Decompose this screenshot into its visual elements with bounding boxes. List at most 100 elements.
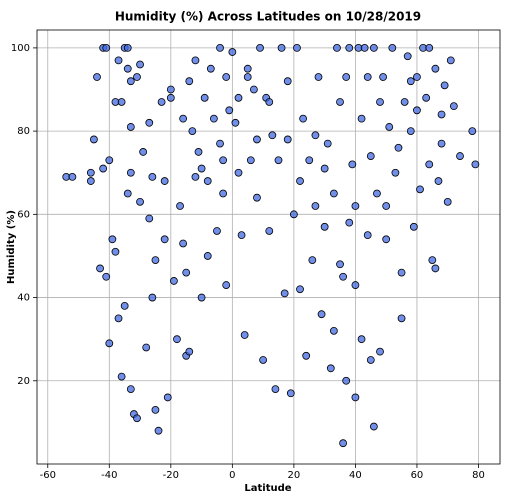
point (123, 64, 132, 73)
point (133, 414, 141, 423)
point (191, 56, 200, 65)
point (86, 177, 95, 185)
point (216, 139, 224, 148)
point (154, 426, 163, 435)
point (385, 123, 394, 131)
point (299, 114, 308, 123)
point (406, 77, 415, 86)
point (259, 356, 268, 364)
x-tick-label: 40 (349, 470, 362, 481)
point (425, 43, 434, 52)
point (351, 281, 360, 289)
point (376, 347, 384, 356)
point (151, 406, 160, 414)
point (126, 385, 135, 394)
point (148, 293, 157, 302)
point (126, 168, 135, 177)
y-tick-label: 80 (17, 126, 30, 137)
point (382, 235, 391, 244)
point (305, 156, 314, 165)
point (151, 256, 160, 265)
point (311, 202, 320, 210)
point (271, 385, 280, 394)
plot-frame (36, 29, 501, 465)
point (456, 152, 464, 160)
point (323, 139, 332, 148)
point (219, 156, 228, 165)
x-tick-label: 0 (229, 470, 235, 481)
point (225, 106, 234, 115)
point (166, 85, 175, 94)
point (265, 98, 274, 106)
point (336, 98, 344, 106)
point (357, 335, 366, 344)
point (105, 156, 114, 165)
point (342, 376, 351, 385)
point (123, 189, 132, 198)
point (296, 177, 304, 185)
point (237, 231, 246, 240)
point (363, 231, 372, 240)
point (468, 127, 477, 136)
point (185, 347, 194, 356)
point (185, 77, 194, 86)
x-tick-label: -60 (40, 470, 56, 481)
point (216, 43, 224, 52)
point (446, 56, 455, 65)
point (400, 98, 409, 106)
point (369, 422, 378, 431)
point (326, 364, 335, 373)
point (219, 189, 228, 198)
point (345, 218, 354, 227)
point (394, 143, 403, 152)
y-tick-label: 60 (17, 209, 30, 220)
point (96, 264, 104, 273)
point (320, 164, 329, 173)
point (428, 256, 437, 265)
point (234, 168, 243, 177)
points (62, 43, 480, 448)
point (166, 93, 175, 102)
point (379, 73, 387, 81)
point (274, 156, 283, 165)
point (243, 73, 252, 81)
point (471, 160, 480, 169)
point (391, 168, 400, 177)
point (160, 177, 169, 185)
x-axis-label: Latitude (244, 483, 291, 494)
point (222, 281, 231, 289)
point (203, 177, 212, 185)
point (397, 268, 406, 277)
point (99, 164, 108, 173)
point (366, 356, 375, 364)
point (320, 222, 329, 231)
point (351, 202, 360, 210)
point (317, 310, 326, 319)
point (366, 152, 375, 160)
chart-title: Humidity (%) Across Latitudes on 10/28/2… (115, 10, 421, 24)
point (173, 335, 181, 344)
point (283, 135, 292, 144)
point (249, 85, 258, 94)
point (443, 197, 452, 206)
point (311, 131, 320, 140)
point (425, 160, 434, 169)
point (213, 227, 221, 235)
point (222, 73, 231, 81)
point (397, 314, 406, 323)
point (342, 73, 351, 81)
point (339, 272, 348, 281)
point (406, 127, 415, 136)
x-tick-label: 20 (288, 470, 301, 481)
point (188, 127, 197, 136)
point (265, 227, 274, 235)
point (86, 168, 95, 177)
point (197, 164, 206, 173)
point (200, 93, 209, 102)
point (293, 43, 301, 52)
point (351, 393, 360, 402)
x-tick-label: 80 (472, 470, 485, 481)
point (182, 268, 191, 277)
point (117, 98, 126, 106)
y-tick-label: 20 (17, 376, 30, 387)
